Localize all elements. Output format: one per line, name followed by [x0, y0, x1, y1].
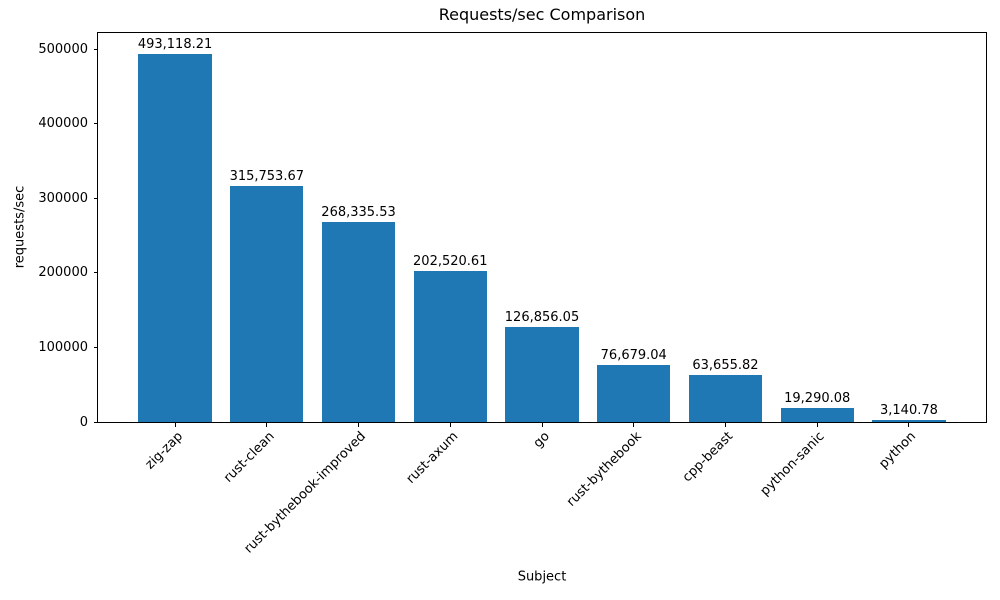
x-tick-mark [908, 423, 910, 427]
y-tick-label: 300000 [38, 190, 88, 206]
bar-value-label: 315,753.67 [229, 169, 304, 185]
bar-rust-axum [413, 270, 487, 422]
bar-value-label: 19,290.08 [784, 390, 851, 406]
y-tick-label: 0 [79, 414, 88, 430]
x-tick-mark [816, 423, 818, 427]
x-tick-label: rust-axum [403, 429, 461, 487]
bar-value-label: 268,335.53 [321, 204, 396, 220]
x-axis-label: Subject [517, 569, 567, 585]
x-tick-label: rust-clean [220, 429, 278, 486]
chart-title: Requests/sec Comparison [438, 5, 646, 24]
x-tick-mark [174, 423, 176, 427]
x-tick-label: zig-zap [142, 429, 186, 473]
bar-rust-bythebook-improved [321, 221, 396, 422]
x-tick-mark [266, 423, 268, 427]
y-tick-mark [93, 123, 98, 125]
y-tick-mark [93, 272, 98, 274]
y-tick-mark [93, 48, 98, 50]
bar-value-label: 126,856.05 [504, 310, 580, 326]
y-tick-label: 500000 [38, 41, 88, 57]
y-tick-label: 400000 [38, 116, 88, 132]
bar-value-label: 3,140.78 [879, 402, 938, 418]
x-tick-mark [541, 423, 543, 427]
x-tick-mark [358, 423, 360, 427]
x-tick-label: rust-bythebook [563, 429, 645, 510]
bar-value-label: 493,118.21 [137, 37, 213, 53]
x-tick-label: cpp-beast [679, 429, 737, 486]
x-tick-label: python [876, 429, 920, 472]
x-tick-mark [449, 423, 451, 427]
y-tick-mark [93, 421, 98, 423]
bar-rust-clean [230, 186, 304, 422]
bar-python-sanic [780, 407, 854, 422]
bar-value-label: 76,679.04 [600, 347, 667, 363]
x-tick-label: python-sanic [757, 429, 828, 499]
y-tick-label: 100000 [38, 339, 88, 355]
x-tick-label: go [530, 429, 553, 452]
x-tick-mark [724, 423, 726, 427]
bar-value-label: 202,520.61 [413, 253, 488, 269]
bar-cpp-beast [688, 374, 763, 422]
y-tick-mark [93, 197, 98, 199]
bar-zig-zap [138, 54, 212, 422]
plot-area: 493,118.21 315,753.67 268,335.53 202,520.61… [97, 32, 987, 423]
x-tick-mark [633, 423, 635, 427]
y-tick-label: 200000 [38, 265, 88, 281]
bar-value-label: 63,655.82 [692, 357, 759, 373]
bar-rust-bythebook [597, 364, 671, 422]
y-tick-mark [93, 346, 98, 348]
bar-go [505, 327, 579, 422]
bar-python [872, 419, 946, 422]
